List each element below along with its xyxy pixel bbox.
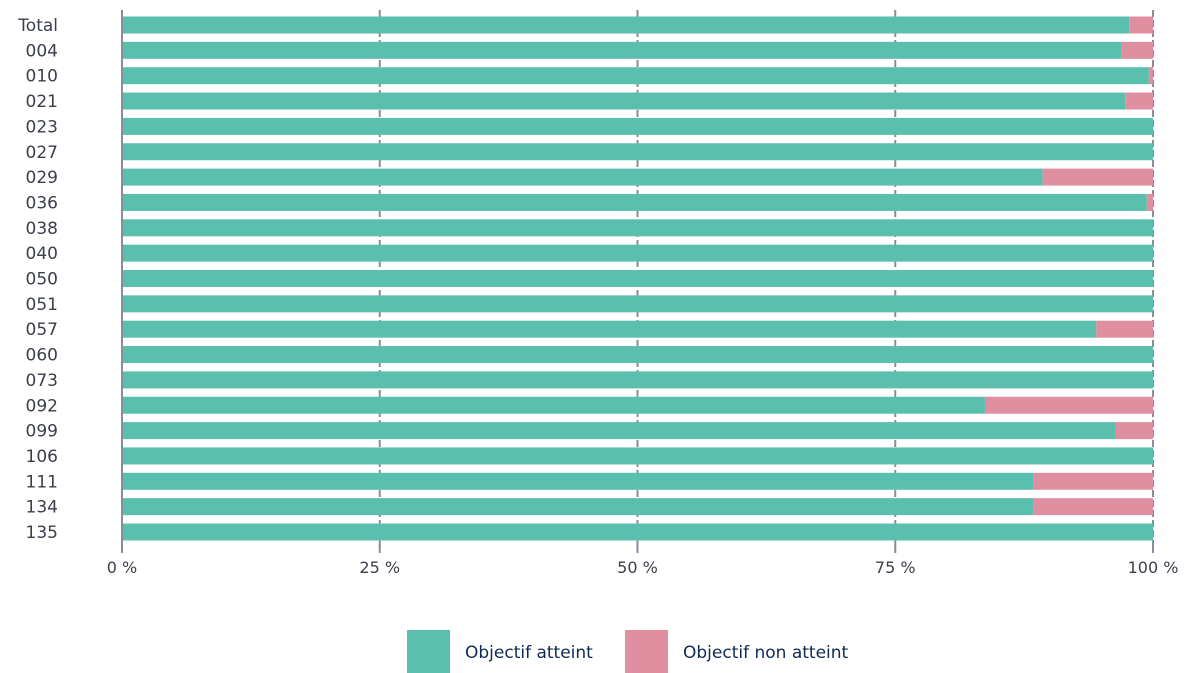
bar-objectif-atteint <box>122 523 1153 541</box>
bar-objectif-non-atteint <box>1033 498 1153 516</box>
category-label: 073 <box>26 371 58 391</box>
category-label: 111 <box>26 472 58 492</box>
x-tick-label: 50 % <box>617 558 658 577</box>
bar-objectif-atteint <box>122 396 985 414</box>
category-label: 099 <box>26 422 58 442</box>
category-label: 057 <box>26 320 58 340</box>
category-label: 040 <box>26 244 58 264</box>
bar-objectif-non-atteint <box>1042 168 1153 186</box>
category-label: 106 <box>26 447 58 467</box>
legend-label: Objectif atteint <box>465 643 593 663</box>
category-label: 027 <box>26 143 58 163</box>
bars-layer <box>122 16 1153 541</box>
category-label: 134 <box>26 498 58 518</box>
x-tick-label: 25 % <box>359 558 400 577</box>
bar-objectif-non-atteint <box>1115 422 1153 440</box>
bar-objectif-non-atteint <box>1121 41 1153 59</box>
legend-swatch <box>407 630 450 673</box>
bar-objectif-atteint <box>122 320 1097 338</box>
x-tick-label: 0 % <box>107 558 137 577</box>
bar-objectif-atteint <box>122 92 1126 110</box>
bar-objectif-atteint <box>122 219 1153 237</box>
bar-objectif-atteint <box>122 295 1153 313</box>
bar-objectif-atteint <box>122 244 1153 262</box>
bar-objectif-atteint <box>122 143 1153 161</box>
bar-objectif-non-atteint <box>1125 92 1153 110</box>
bar-objectif-atteint <box>122 270 1153 287</box>
category-label: 004 <box>26 41 58 61</box>
x-tick-label: 75 % <box>875 558 916 577</box>
category-label: 050 <box>26 270 58 290</box>
category-label: 023 <box>26 117 58 137</box>
category-label: 135 <box>26 523 58 543</box>
category-label: 051 <box>26 295 58 315</box>
bar-objectif-atteint <box>122 16 1130 34</box>
bar-objectif-atteint <box>122 346 1153 364</box>
bar-objectif-atteint <box>122 168 1043 186</box>
category-label: 036 <box>26 193 58 213</box>
bar-objectif-non-atteint <box>1148 67 1153 85</box>
category-label: 029 <box>26 168 58 188</box>
bar-objectif-non-atteint <box>1096 320 1153 338</box>
bar-objectif-atteint <box>122 371 1153 389</box>
axis-layer <box>121 10 1154 553</box>
category-label: 021 <box>26 92 58 112</box>
category-labels: Total 004 010 021 023 027 029 036 038 040 050 051 05… <box>17 16 58 543</box>
bar-objectif-non-atteint <box>1129 16 1153 34</box>
bar-objectif-atteint <box>122 193 1147 211</box>
bar-objectif-atteint <box>122 498 1034 516</box>
bar-objectif-atteint <box>122 67 1149 85</box>
legend: Objectif atteint Objectif non atteint <box>407 630 849 673</box>
category-label: 010 <box>26 67 58 87</box>
x-tick-label: 100 % <box>1128 558 1179 577</box>
bar-objectif-atteint <box>122 447 1153 465</box>
category-label: 060 <box>26 346 58 366</box>
bar-objectif-atteint <box>122 117 1153 135</box>
category-label: Total <box>17 16 58 36</box>
bar-objectif-atteint <box>122 41 1122 59</box>
bar-objectif-atteint <box>122 422 1116 440</box>
bar-objectif-non-atteint <box>1033 472 1153 490</box>
legend-swatch <box>625 630 668 673</box>
legend-label: Objectif non atteint <box>683 643 849 663</box>
category-label: 038 <box>26 219 58 239</box>
x-tick-labels: 0 % 25 % 50 % 75 % 100 % <box>107 558 1179 577</box>
bar-objectif-atteint <box>122 472 1034 490</box>
bar-objectif-non-atteint <box>984 396 1153 414</box>
bar-objectif-non-atteint <box>1146 193 1153 211</box>
category-label: 092 <box>26 396 58 416</box>
